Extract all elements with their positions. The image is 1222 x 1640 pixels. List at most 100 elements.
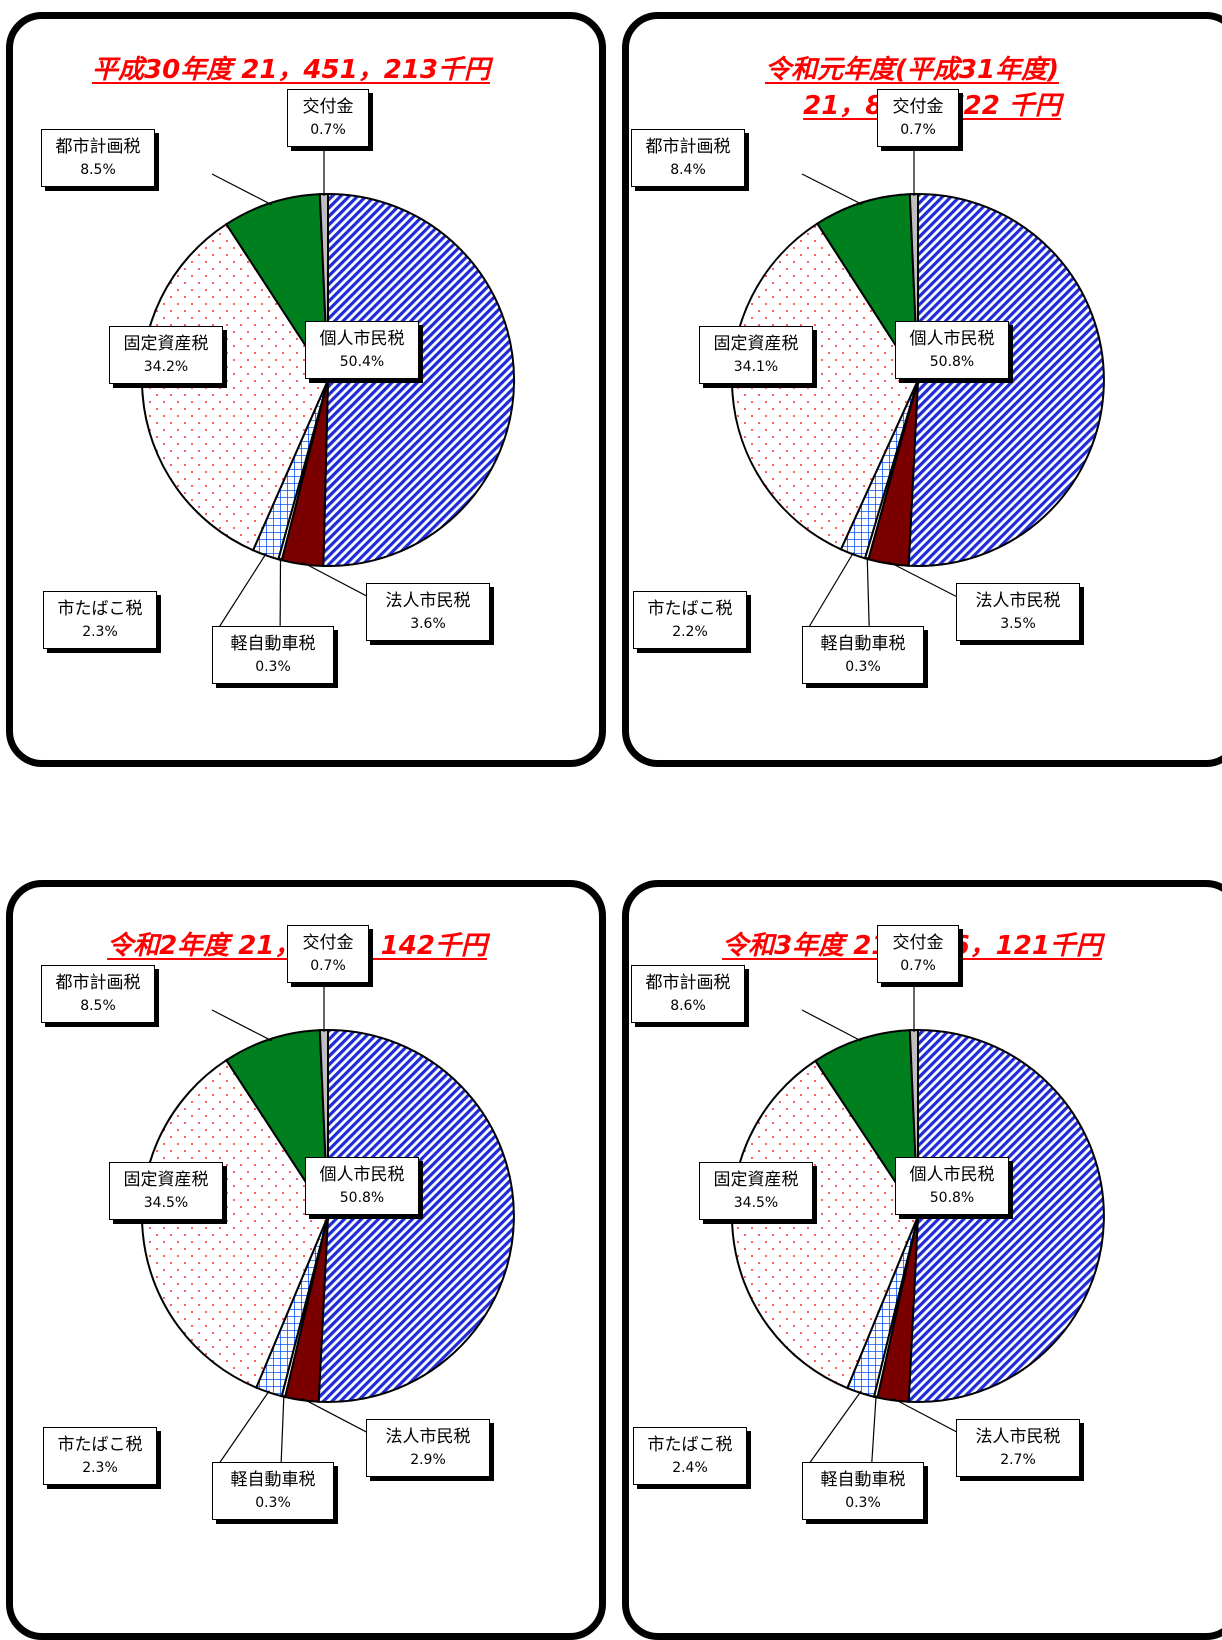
slice-label-percent: 2.9% xyxy=(410,1452,446,1468)
slice-label-percent: 50.8% xyxy=(929,354,975,370)
slice-toshi xyxy=(224,193,330,384)
slice-label-name: 固定資産税 xyxy=(713,1170,799,1190)
slice-label-percent: 2.4% xyxy=(672,1460,708,1476)
slice-kojin xyxy=(907,192,1105,567)
slice-kotei xyxy=(731,1059,920,1390)
label-kotei: 固定資産税 34.5% xyxy=(109,1162,223,1220)
slice-label-name: 交付金 xyxy=(302,933,354,953)
leader-line xyxy=(801,1009,862,1042)
slice-label-name: 軽自動車税 xyxy=(230,1470,316,1490)
slice-label-percent: 0.3% xyxy=(255,1495,291,1511)
leader-line xyxy=(805,1390,862,1469)
slice-label-name: 固定資産税 xyxy=(123,334,209,354)
label-tabako: 市たばこ税 2.2% xyxy=(633,591,747,649)
slice-label-percent: 8.6% xyxy=(670,998,706,1014)
label-hojin: 法人市民税 2.9% xyxy=(366,1419,490,1477)
slice-label-percent: 0.7% xyxy=(310,122,346,138)
slice-label-percent: 0.3% xyxy=(845,659,881,675)
slice-label-percent: 34.2% xyxy=(143,359,189,375)
label-kojin: 個人市民税 50.8% xyxy=(895,321,1009,379)
leader-line xyxy=(211,173,272,206)
label-kofu: 交付金 0.7% xyxy=(287,89,369,147)
label-tabako: 市たばこ税 2.3% xyxy=(43,1427,157,1485)
slice-label-percent: 3.5% xyxy=(1000,616,1036,632)
label-kofu: 交付金 0.7% xyxy=(877,925,959,983)
slice-label-percent: 34.5% xyxy=(143,1195,189,1211)
chart-title: 平成30年度 21，451，213千円 xyxy=(92,55,490,85)
slice-label-name: 市たばこ税 xyxy=(57,599,143,619)
label-kotei: 固定資産税 34.5% xyxy=(699,1162,813,1220)
slice-label-name: 軽自動車税 xyxy=(820,634,906,654)
label-hojin: 法人市民税 3.5% xyxy=(956,583,1080,641)
leader-line xyxy=(805,552,855,633)
slice-label-percent: 34.5% xyxy=(733,1195,779,1211)
slice-label-name: 個人市民税 xyxy=(319,329,405,349)
label-toshi: 都市計画税 8.4% xyxy=(631,129,745,187)
label-kei: 軽自動車税 0.3% xyxy=(802,1462,924,1520)
label-tabako: 市たばこ税 2.4% xyxy=(633,1427,747,1485)
slice-label-name: 個人市民税 xyxy=(909,329,995,349)
label-kojin: 個人市民税 50.8% xyxy=(305,1157,419,1215)
label-kofu: 交付金 0.7% xyxy=(877,89,959,147)
slice-toshi xyxy=(224,1029,330,1220)
label-kei: 軽自動車税 0.3% xyxy=(212,626,334,684)
slice-label-name: 法人市民税 xyxy=(385,1427,471,1447)
label-kofu: 交付金 0.7% xyxy=(287,925,369,983)
slice-label-percent: 8.5% xyxy=(80,998,116,1014)
slice-label-percent: 8.4% xyxy=(670,162,706,178)
slice-label-percent: 2.2% xyxy=(672,624,708,640)
slice-label-percent: 2.3% xyxy=(82,1460,118,1476)
slice-label-percent: 50.8% xyxy=(929,1190,975,1206)
slice-label-name: 市たばこ税 xyxy=(57,1435,143,1455)
slice-label-name: 固定資産税 xyxy=(713,334,799,354)
slice-label-percent: 0.7% xyxy=(900,122,936,138)
slice-label-percent: 8.5% xyxy=(80,162,116,178)
slice-label-name: 法人市民税 xyxy=(385,591,471,611)
label-hojin: 法人市民税 2.7% xyxy=(956,1419,1080,1477)
slice-label-percent: 50.4% xyxy=(339,354,385,370)
label-toshi: 都市計画税 8.5% xyxy=(41,965,155,1023)
slice-label-name: 都市計画税 xyxy=(55,137,141,157)
label-kojin: 個人市民税 50.4% xyxy=(305,321,419,379)
slice-label-name: 都市計画税 xyxy=(645,137,731,157)
slice-label-percent: 3.6% xyxy=(410,616,446,632)
slice-label-percent: 34.1% xyxy=(733,359,779,375)
leader-line xyxy=(211,1009,272,1042)
label-toshi: 都市計画税 8.5% xyxy=(41,129,155,187)
label-kei: 軽自動車税 0.3% xyxy=(802,626,924,684)
label-kei: 軽自動車税 0.3% xyxy=(212,1462,334,1520)
label-toshi: 都市計画税 8.6% xyxy=(631,965,745,1023)
slice-label-name: 市たばこ税 xyxy=(647,1435,733,1455)
slice-label-name: 交付金 xyxy=(892,97,944,117)
slice-toshi xyxy=(815,193,920,384)
slice-label-percent: 0.7% xyxy=(310,958,346,974)
slice-label-percent: 2.3% xyxy=(82,624,118,640)
chart-title: 令和元年度(平成31年度) xyxy=(765,55,1059,85)
label-hojin: 法人市民税 3.6% xyxy=(366,583,490,641)
slice-label-percent: 0.3% xyxy=(845,1495,881,1511)
label-kojin: 個人市民税 50.8% xyxy=(895,1157,1009,1215)
label-kotei: 固定資産税 34.2% xyxy=(109,326,223,384)
slice-label-name: 法人市民税 xyxy=(975,591,1061,611)
slice-kotei xyxy=(141,1058,330,1389)
label-kotei: 固定資産税 34.1% xyxy=(699,326,813,384)
slice-label-percent: 0.7% xyxy=(900,958,936,974)
leader-line xyxy=(801,173,863,206)
slice-label-name: 個人市民税 xyxy=(909,1165,995,1185)
slice-label-name: 都市計画税 xyxy=(55,973,141,993)
slice-label-percent: 50.8% xyxy=(339,1190,385,1206)
slice-label-name: 個人市民税 xyxy=(319,1165,405,1185)
slice-label-name: 交付金 xyxy=(892,933,944,953)
leader-line xyxy=(215,1390,270,1469)
leader-line xyxy=(215,553,267,633)
slice-kojin xyxy=(322,192,516,567)
label-tabako: 市たばこ税 2.3% xyxy=(43,591,157,649)
slice-label-name: 交付金 xyxy=(302,97,354,117)
slice-label-name: 法人市民税 xyxy=(975,1427,1061,1447)
slice-toshi xyxy=(814,1029,920,1220)
slice-kotei xyxy=(141,222,330,552)
slice-kojin xyxy=(317,1028,515,1403)
slice-label-name: 都市計画税 xyxy=(645,973,731,993)
slice-label-name: 軽自動車税 xyxy=(230,634,316,654)
slice-label-name: 軽自動車税 xyxy=(820,1470,906,1490)
